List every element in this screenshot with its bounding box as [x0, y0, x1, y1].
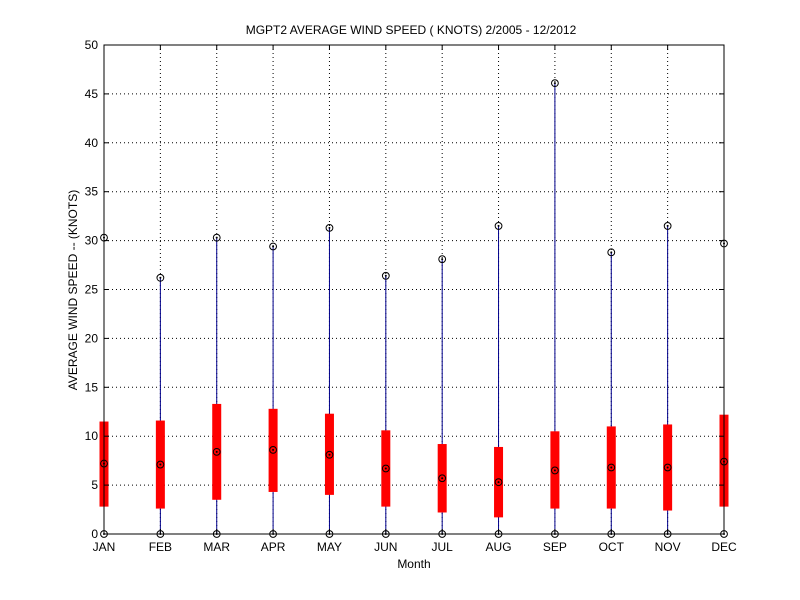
median-marker-dot [215, 450, 218, 453]
x-tick-label: OCT [599, 540, 625, 554]
max-marker [663, 222, 672, 230]
median-marker [494, 478, 503, 487]
median-marker-dot [159, 463, 162, 466]
max-marker [494, 222, 503, 230]
x-tick-label: AUG [486, 540, 512, 554]
median-marker-dot [610, 466, 613, 469]
x-tick-label: DEC [711, 540, 737, 554]
y-tick-label: 35 [85, 185, 99, 199]
median-marker [438, 474, 447, 483]
y-tick-label: 15 [85, 380, 99, 394]
x-tick-label: FEB [149, 540, 172, 554]
median-marker-dot [497, 481, 500, 484]
x-tick-label: SEP [543, 540, 567, 554]
x-axis-label: Month [397, 557, 430, 571]
y-tick-label: 5 [91, 478, 98, 492]
y-tick-label: 50 [85, 38, 99, 52]
max-marker-dot [610, 251, 613, 254]
x-tick-label: JUN [374, 540, 397, 554]
median-marker [607, 463, 616, 472]
y-tick-label: 0 [91, 527, 98, 541]
max-marker-dot [272, 245, 275, 248]
median-marker-dot [272, 448, 275, 451]
max-marker-dot [553, 82, 556, 85]
y-axis: 0 5 10 15 20 25 30 35 40 45 50 [85, 38, 724, 541]
max-marker [269, 242, 277, 251]
y-axis-label: AVERAGE WIND SPEED -- (KNOTS) [66, 190, 80, 390]
max-marker-dot [497, 224, 500, 227]
median-marker [156, 460, 165, 469]
y-tick-label: 25 [85, 283, 99, 297]
median-marker [663, 463, 672, 472]
max-marker [551, 79, 559, 88]
max-marker-dot [328, 226, 331, 229]
median-marker [381, 464, 390, 473]
y-tick-label: 30 [85, 234, 99, 248]
x-tick-label: APR [261, 540, 286, 554]
median-marker [551, 466, 559, 475]
max-marker [212, 233, 221, 242]
max-marker [156, 273, 165, 282]
y-tick-label: 45 [85, 87, 99, 101]
median-marker [325, 450, 334, 459]
grid-lines [104, 45, 724, 534]
x-tick-label: MAY [317, 540, 342, 554]
max-marker-dot [441, 258, 444, 261]
median-marker [212, 447, 221, 456]
y-tick-label: 20 [85, 331, 99, 345]
max-marker [325, 223, 334, 232]
max-marker-dot [666, 224, 669, 227]
median-marker-dot [441, 477, 444, 480]
y-tick-label: 40 [85, 136, 99, 150]
box-series [99, 79, 729, 538]
median-marker-dot [666, 466, 669, 469]
max-marker-dot [215, 236, 218, 239]
y-tick-label: 10 [85, 429, 99, 443]
x-tick-label: MAR [203, 540, 230, 554]
x-axis: JAN FEB MAR APR MAY JUN JUL AUG SEP OCT NOV DEC [93, 45, 737, 554]
x-tick-label: JAN [93, 540, 116, 554]
median-marker-dot [384, 467, 387, 470]
x-tick-label: JUL [432, 540, 454, 554]
median-marker [269, 445, 277, 454]
median-marker-dot [553, 469, 556, 472]
max-marker [607, 248, 616, 257]
max-marker [381, 271, 390, 280]
x-tick-label: NOV [655, 540, 681, 554]
max-marker-dot [384, 274, 387, 277]
chart-title: MGPT2 AVERAGE WIND SPEED ( KNOTS) 2/2005… [246, 23, 577, 37]
max-marker-dot [159, 276, 162, 279]
median-marker-dot [328, 453, 331, 456]
max-marker [438, 255, 447, 264]
